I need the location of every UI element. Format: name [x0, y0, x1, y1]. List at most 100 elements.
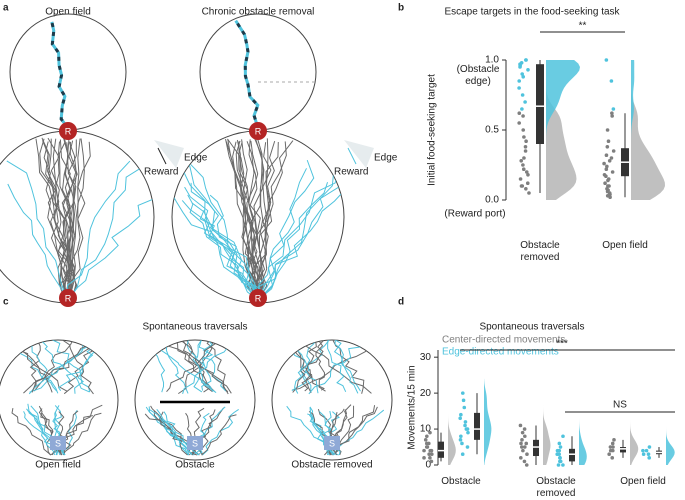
violin	[631, 60, 635, 200]
edge-icon	[344, 140, 374, 168]
data-point	[605, 164, 609, 169]
x-tick-label: Open field	[620, 476, 666, 487]
arena	[134, 339, 256, 461]
data-point	[647, 445, 652, 449]
trajectory	[52, 340, 91, 393]
data-point	[523, 100, 527, 104]
start-box	[324, 436, 340, 450]
data-point	[524, 187, 528, 191]
icon-arrow	[347, 147, 357, 165]
data-point	[558, 445, 563, 449]
data-point	[461, 398, 466, 403]
escape-trajectory	[234, 19, 260, 129]
box	[569, 448, 575, 462]
trajectory	[257, 172, 344, 301]
arena-label: Obstacle removed	[291, 460, 372, 471]
data-point	[458, 438, 463, 442]
trajectory	[308, 340, 365, 395]
data-point	[519, 159, 524, 163]
trajectory	[67, 160, 131, 301]
data-point	[611, 445, 615, 449]
data-point	[522, 156, 526, 160]
chart-title: Escape targets in the food-seeking task	[444, 7, 620, 18]
data-point	[520, 107, 524, 111]
start-marker: S	[192, 438, 198, 448]
data-point	[524, 441, 529, 446]
trajectory	[225, 138, 254, 301]
reward-marker: R	[255, 126, 262, 136]
trajectory	[193, 340, 205, 393]
data-point	[523, 145, 528, 149]
tick-annotation: (Reward port)	[444, 209, 505, 220]
data-point	[646, 452, 651, 457]
trajectory	[162, 340, 189, 394]
trajectory	[166, 340, 220, 393]
data-point	[520, 430, 525, 435]
data-point	[519, 456, 523, 460]
trajectory	[29, 340, 41, 391]
chart-title: Spontaneous traversals	[479, 322, 584, 333]
trajectory	[238, 141, 264, 301]
data-point	[604, 153, 609, 157]
trajectory	[67, 195, 154, 301]
data-point	[611, 149, 616, 153]
data-point	[607, 452, 611, 457]
data-point	[608, 448, 613, 453]
data-point	[608, 445, 613, 449]
data-point	[463, 420, 468, 424]
data-point	[605, 187, 609, 191]
data-point	[607, 159, 612, 163]
trajectory	[181, 200, 259, 301]
trajectory	[11, 408, 52, 456]
panel-title: Chronic obstacle removal	[202, 7, 315, 18]
reward-marker: R	[65, 126, 72, 136]
data-point	[605, 128, 610, 132]
data-point	[558, 459, 563, 464]
data-point	[422, 448, 426, 453]
data-point	[428, 430, 432, 435]
reward-port	[59, 122, 77, 140]
trajectory	[253, 139, 266, 301]
data-point	[523, 445, 527, 449]
trajectory	[63, 139, 77, 301]
arena	[9, 13, 127, 131]
violin	[543, 378, 551, 465]
data-point	[517, 86, 521, 90]
escape-trajectory	[50, 21, 70, 129]
data-point	[604, 167, 609, 171]
legend-entry: Edge-directed movements	[442, 347, 559, 358]
trajectory	[257, 149, 344, 301]
data-point	[561, 463, 565, 467]
data-point	[607, 184, 611, 188]
arena-label: Open field	[35, 460, 81, 471]
data-point	[462, 405, 467, 410]
icon-label: Reward	[144, 167, 178, 178]
trajectory	[202, 409, 239, 456]
edge-icon	[154, 140, 184, 168]
arena	[0, 130, 155, 304]
x-tick-label: Obstacle	[441, 476, 481, 487]
data-point	[602, 173, 607, 177]
data-point	[463, 423, 467, 428]
violin	[579, 378, 587, 465]
violin	[448, 378, 456, 465]
trajectory	[206, 340, 229, 395]
data-point	[557, 441, 562, 446]
data-point	[526, 173, 530, 177]
trajectory	[55, 141, 72, 301]
y-tick-label: 1.0	[485, 55, 499, 66]
icon-label: Edge	[374, 153, 398, 164]
significance: ***	[556, 339, 568, 350]
data-point	[523, 149, 528, 153]
trajectory	[62, 340, 94, 395]
reward-marker: R	[65, 293, 72, 303]
panel-label: b	[398, 3, 404, 14]
trajectory	[254, 141, 279, 301]
data-point	[466, 430, 470, 435]
legend-entry: Center-directed movements	[442, 335, 565, 346]
data-point	[561, 434, 565, 439]
trajectory	[6, 160, 69, 301]
data-point	[523, 434, 527, 439]
panel-title: Spontaneous traversals	[142, 322, 247, 333]
